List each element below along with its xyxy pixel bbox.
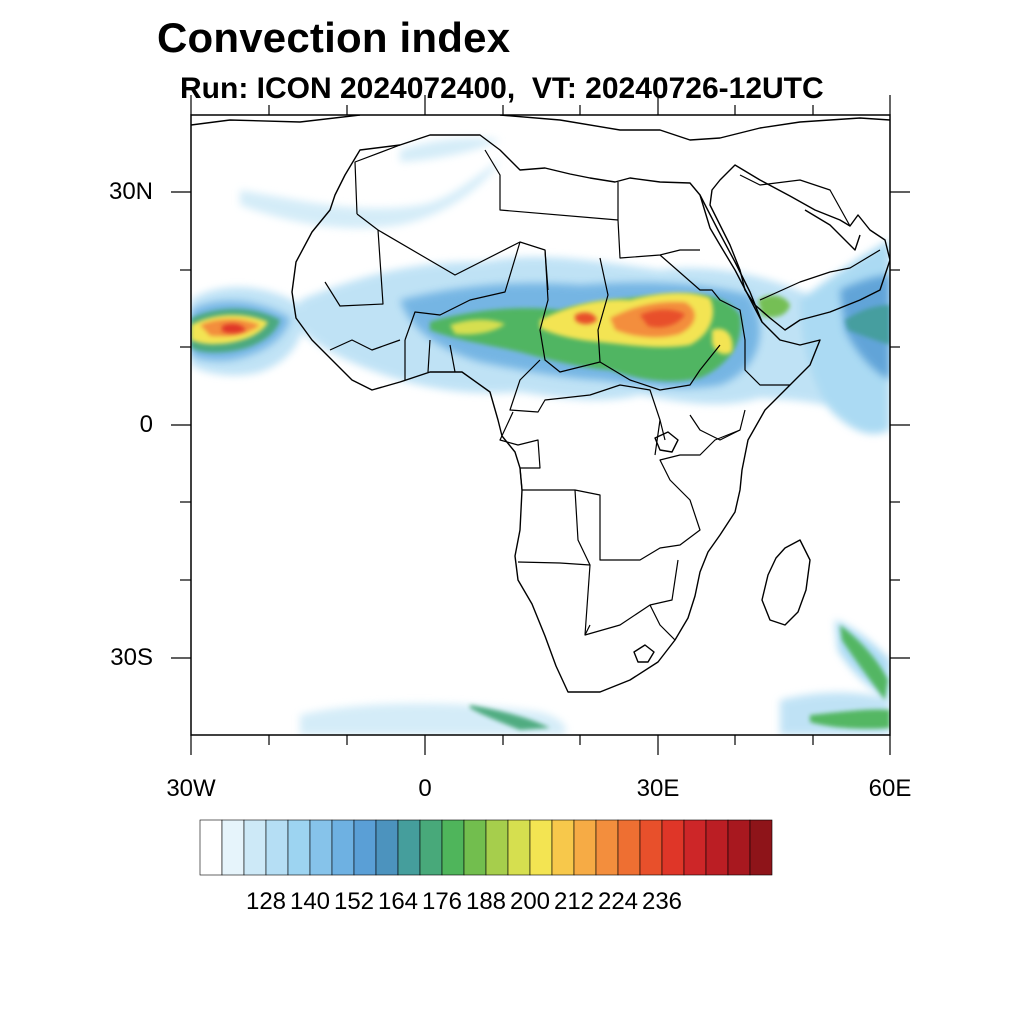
madagascar xyxy=(761,539,811,626)
red-sea xyxy=(699,194,763,323)
colorbar-swatch xyxy=(661,819,685,876)
lat-label-30s: 30S xyxy=(110,644,153,671)
field-west-sahel-yellow xyxy=(450,319,505,335)
colorbar-swatch xyxy=(265,819,289,876)
colorbar-label: 224 xyxy=(597,888,639,915)
colorbar-swatch xyxy=(419,819,443,876)
field-yemen-green xyxy=(758,295,790,318)
colorbar-swatch xyxy=(309,819,333,876)
colorbar-swatch xyxy=(749,819,773,876)
country-borders xyxy=(324,144,881,641)
colorbar-swatch xyxy=(331,819,355,876)
field-sw-green xyxy=(840,625,888,700)
colorbar-swatch xyxy=(683,819,707,876)
lon-label-60e: 60E xyxy=(868,775,912,802)
colorbar-label: 140 xyxy=(289,888,331,915)
colorbar-swatch xyxy=(463,819,487,876)
lon-label-30w: 30W xyxy=(166,775,216,802)
colorbar-label: 200 xyxy=(509,888,551,915)
lat-label-0: 0 xyxy=(139,411,153,438)
colorbar-label: 152 xyxy=(333,888,375,915)
colorbar-swatch xyxy=(353,819,377,876)
colorbar-swatch xyxy=(507,819,531,876)
colorbar-label: 128 xyxy=(245,888,287,915)
mediterranean-north xyxy=(191,115,890,141)
lon-label-30e: 30E xyxy=(636,775,680,802)
field-darfur-red xyxy=(575,312,597,325)
africa-coastline xyxy=(291,134,821,693)
colorbar-swatch xyxy=(727,819,751,876)
field-northern-streak xyxy=(400,138,500,162)
figure-subtitle: Run: ICON 2024072400, VT: 20240726-12UTC xyxy=(180,72,824,105)
convection-field xyxy=(191,138,890,735)
lesotho xyxy=(633,644,655,663)
colorbar-label: 164 xyxy=(377,888,419,915)
colorbar-label: 176 xyxy=(421,888,463,915)
colorbar-label: 212 xyxy=(553,888,595,915)
colorbar-swatch xyxy=(529,819,553,876)
field-atlantic-red xyxy=(222,323,246,334)
colorbar-swatch xyxy=(639,819,663,876)
arabia-coastline xyxy=(709,164,890,331)
colorbar-swatch xyxy=(595,819,619,876)
field-arabian-green xyxy=(845,305,890,345)
colorbar-label: 236 xyxy=(641,888,683,915)
coastlines-and-borders xyxy=(191,115,890,693)
colorbar-swatch xyxy=(617,819,641,876)
axis-ticks xyxy=(171,95,910,755)
figure-title: Convection index xyxy=(157,14,511,61)
colorbar-swatch xyxy=(243,819,267,876)
persian-gulf xyxy=(804,209,861,251)
lat-label-30n: 30N xyxy=(108,178,153,205)
colorbar-swatch xyxy=(551,819,575,876)
colorbar-swatch xyxy=(375,819,399,876)
lake-victoria xyxy=(654,431,679,453)
colorbar-swatch xyxy=(199,819,223,876)
colorbar-swatch xyxy=(705,819,729,876)
field-sudan-red xyxy=(640,309,685,328)
lon-label-0: 0 xyxy=(418,775,432,802)
colorbar-swatch xyxy=(221,819,245,876)
colorbar-swatch xyxy=(397,819,421,876)
field-sahara-streaks xyxy=(240,160,500,229)
field-se-green xyxy=(810,709,890,729)
colorbar xyxy=(199,819,773,876)
colorbar-label: 188 xyxy=(465,888,507,915)
colorbar-swatch xyxy=(573,819,597,876)
field-south-green xyxy=(470,705,550,730)
colorbar-swatch xyxy=(441,819,465,876)
colorbar-swatch xyxy=(485,819,509,876)
colorbar-swatch xyxy=(287,819,311,876)
